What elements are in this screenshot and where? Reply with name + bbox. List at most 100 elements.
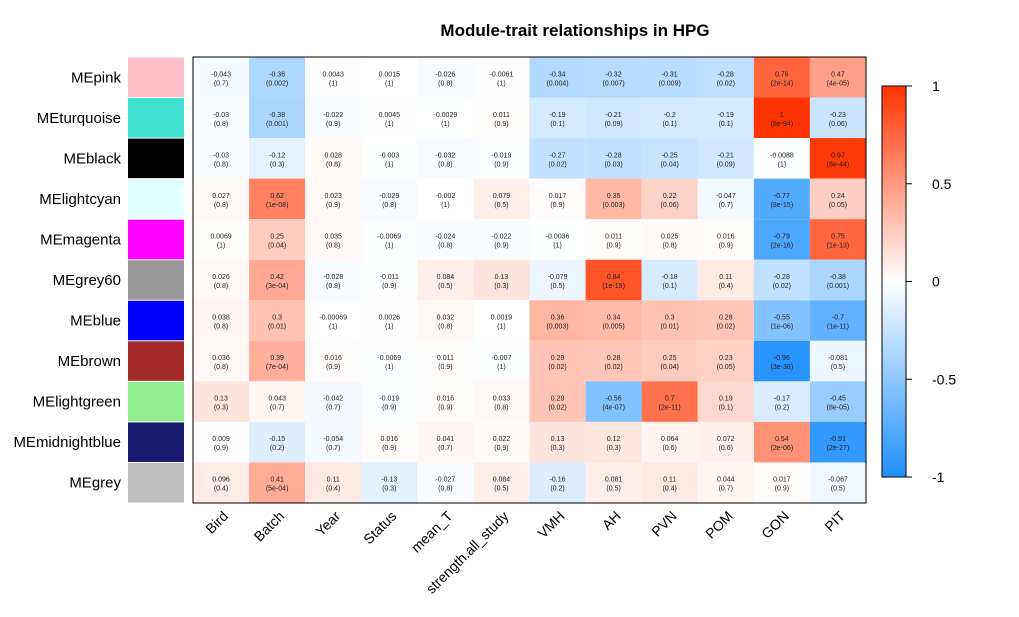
cell-correlation-label: 0.044: [717, 477, 735, 484]
column-label: Year: [312, 508, 344, 540]
heatmap-cell: [641, 97, 698, 139]
column-label: Status: [360, 508, 399, 547]
row-label: MEblack: [63, 150, 121, 167]
cell-correlation-label: -0.029: [379, 193, 399, 200]
heatmap-cell: [417, 300, 474, 341]
cell-pvalue-label: (0.5): [550, 283, 564, 290]
cell-correlation-label: -0.21: [718, 152, 734, 159]
heatmap-cell: [473, 138, 530, 179]
cell-pvalue-label: (0.06): [829, 121, 847, 128]
cell-pvalue-label: (0.8): [438, 324, 452, 331]
heatmap-cell: [473, 57, 530, 98]
cell-pvalue-label: (0.1): [719, 121, 733, 128]
cell-pvalue-label: (0.1): [663, 121, 677, 128]
heatmap-cell: [361, 381, 418, 422]
cell-pvalue-label: (8e-15): [771, 202, 794, 209]
cell-correlation-label: -0.027: [435, 477, 455, 484]
cell-pvalue-label: (0.6): [663, 445, 677, 452]
cell-pvalue-label: (0.5): [831, 364, 845, 371]
heatmap-cell: [529, 421, 586, 463]
cell-correlation-label: 0.011: [605, 233, 622, 240]
heatmap-cell: [529, 259, 586, 301]
cell-pvalue-label: (0.05): [829, 202, 847, 209]
column-label: VMH: [534, 508, 567, 541]
module-color-swatches: [128, 57, 184, 503]
cell-pvalue-label: (0.02): [773, 283, 791, 290]
cell-correlation-label: 0.016: [437, 396, 455, 403]
heatmap-cell: [361, 57, 418, 98]
heatmap-cell: [753, 219, 810, 260]
cell-correlation-label: -0.067: [828, 477, 848, 484]
row-label: MElightcyan: [39, 191, 121, 208]
heatmap-cell: [417, 381, 474, 422]
cell-pvalue-label: (0.3): [606, 445, 620, 452]
cell-pvalue-label: (0.7): [719, 486, 733, 493]
legend-tick-label: -0.5: [932, 371, 956, 387]
cell-correlation-label: -0.022: [323, 112, 343, 119]
cell-pvalue-label: (0.04): [268, 242, 286, 249]
cell-pvalue-label: (8e-94): [771, 121, 794, 128]
cell-correlation-label: 0.11: [327, 477, 340, 484]
cell-pvalue-label: (0.3): [494, 283, 508, 290]
heatmap-cell: [417, 97, 474, 139]
legend-tick-label: 0.5: [932, 176, 952, 192]
cell-correlation-label: 0.0045: [379, 112, 401, 119]
heatmap-cell: [753, 462, 810, 503]
heatmap-cell: [585, 259, 642, 301]
cell-pvalue-label: (1): [441, 121, 450, 128]
heatmap-cell: [361, 219, 418, 260]
module-swatch: [128, 381, 184, 422]
heatmap-cell: [809, 178, 866, 220]
cell-pvalue-label: (0.3): [214, 405, 228, 412]
cell-correlation-label: -0.15: [269, 436, 285, 443]
cell-correlation-label: 0.043: [268, 396, 286, 403]
cell-pvalue-label: (1): [553, 242, 562, 249]
cell-correlation-label: 0.23: [719, 355, 733, 362]
heatmap-cell: [417, 219, 474, 260]
cell-correlation-label: -0.91: [830, 436, 846, 443]
column-label: Batch: [251, 508, 288, 545]
cell-correlation-label: -0.002: [435, 193, 455, 200]
cell-pvalue-label: (0.8): [663, 242, 677, 249]
heatmap-cell: [193, 421, 250, 463]
heatmap-cell: [809, 381, 866, 422]
heatmap-cell: [697, 462, 754, 503]
heatmap-cell: [809, 259, 866, 301]
cell-correlation-label: 0.29: [551, 355, 565, 362]
cell-pvalue-label: (1): [385, 324, 394, 331]
cell-pvalue-label: (0.09): [604, 121, 622, 128]
heatmap-cell: [585, 57, 642, 98]
cell-pvalue-label: (0.9): [775, 486, 789, 493]
heatmap-cell: [193, 300, 250, 341]
heatmap-cell: [697, 340, 754, 382]
cell-pvalue-label: (0.8): [326, 283, 340, 290]
cell-correlation-label: 0.027: [212, 193, 230, 200]
cell-pvalue-label: (1): [329, 80, 338, 87]
heatmap-cell: [305, 138, 362, 179]
cell-correlation-label: 0.47: [831, 71, 845, 78]
cell-correlation-label: -0.0036: [546, 233, 570, 240]
cell-pvalue-label: (0.7): [438, 445, 452, 452]
cell-pvalue-label: (0.09): [717, 161, 735, 168]
heatmap-cell: [641, 219, 698, 260]
cell-correlation-label: 0.36: [551, 315, 565, 322]
cell-pvalue-label: (2e-27): [827, 445, 850, 452]
heatmap-cell: [697, 219, 754, 260]
cell-correlation-label: 0.084: [437, 274, 455, 281]
chart-title: Module-trait relationships in HPG: [440, 21, 709, 40]
heatmap-cell: [529, 300, 586, 341]
cell-correlation-label: 0.24: [831, 193, 845, 200]
cell-pvalue-label: (0.8): [214, 121, 228, 128]
cell-correlation-label: -0.0061: [490, 71, 514, 78]
heatmap-cell: [641, 57, 698, 98]
cell-pvalue-label: (0.1): [719, 405, 733, 412]
cell-pvalue-label: (0.8): [494, 405, 508, 412]
heatmap-cell: [753, 138, 810, 179]
cell-correlation-label: -0.77: [774, 193, 790, 200]
cell-correlation-label: -0.0069: [377, 233, 401, 240]
column-label: GON: [758, 508, 792, 542]
cell-correlation-label: -0.21: [606, 112, 622, 119]
cell-pvalue-label: (1): [329, 324, 338, 331]
cell-correlation-label: -0.03: [213, 112, 229, 119]
